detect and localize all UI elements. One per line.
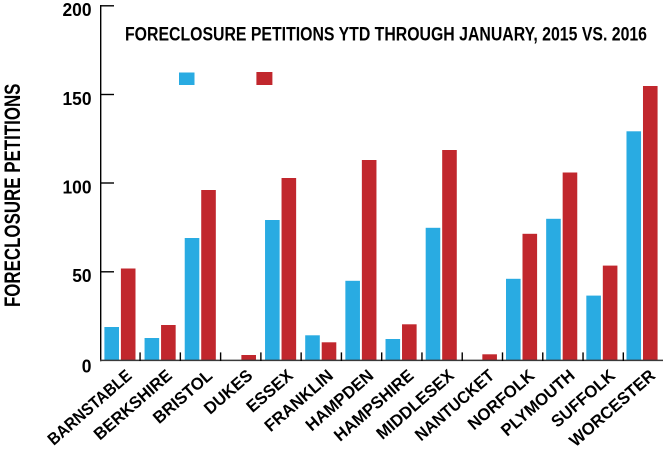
svg-text:0: 0 <box>82 357 92 377</box>
svg-text:50: 50 <box>72 266 91 286</box>
svg-text:FORECLOSURE PETITIONS: FORECLOSURE PETITIONS <box>0 84 25 307</box>
svg-text:100: 100 <box>63 178 92 198</box>
svg-text:FORECLOSURE PETITIONS YTD THRO: FORECLOSURE PETITIONS YTD THROUGH JANUAR… <box>125 24 647 45</box>
svg-text:200: 200 <box>63 0 92 20</box>
svg-text:150: 150 <box>63 89 92 109</box>
